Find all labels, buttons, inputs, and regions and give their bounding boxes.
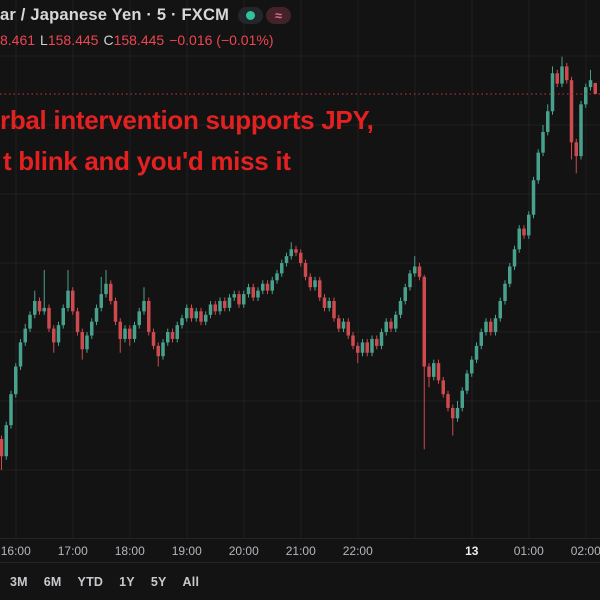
change-value: −0.016 (−0.01%) — [169, 32, 274, 48]
market-open-dot-icon[interactable] — [238, 7, 264, 24]
approx-values-icon[interactable]: ≈ — [266, 7, 292, 24]
symbol-title[interactable]: ar / Japanese Yen · 5 · FXCM — [0, 6, 230, 24]
horizontal-gridlines — [0, 55, 600, 471]
close-value: 158.445 — [113, 32, 165, 48]
range-button-ytd[interactable]: YTD — [70, 571, 112, 593]
time-tick-19-00: 19:00 — [171, 544, 202, 558]
time-tick-13: 13 — [465, 544, 479, 558]
low-group: L158.445 — [40, 32, 98, 48]
high-value-partial: 8.461 — [0, 32, 36, 48]
ohlc-readout: 8.461 L158.445 C158.445 −0.016 (−0.01%) — [0, 32, 273, 48]
symbol-status-pills: ≈ — [238, 7, 292, 24]
time-tick-22-00: 22:00 — [342, 544, 373, 558]
symbol-header: ar / Japanese Yen · 5 · FXCM ≈ — [0, 6, 292, 25]
time-tick-18-00: 18:00 — [114, 544, 145, 558]
vertical-gridlines — [15, 0, 587, 538]
low-value: 158.445 — [47, 32, 99, 48]
close-group: C158.445 — [103, 32, 164, 48]
time-tick-20-00: 20:00 — [228, 544, 259, 558]
close-label: C — [103, 32, 114, 48]
time-tick-21-00: 21:00 — [285, 544, 316, 558]
range-button-all[interactable]: All — [175, 571, 208, 593]
time-tick-16-00: 16:00 — [0, 544, 31, 558]
annotation-line-2: t blink and you'd miss it — [3, 146, 291, 176]
annotation-line-1: rbal intervention supports JPY, — [0, 105, 374, 135]
time-tick-01-00: 01:00 — [513, 544, 544, 558]
range-button-5y[interactable]: 5Y — [143, 571, 175, 593]
range-toolbar: 3M 6M YTD 1Y 5Y All — [0, 562, 600, 600]
time-tick-17-00: 17:00 — [57, 544, 88, 558]
range-button-6m[interactable]: 6M — [36, 571, 70, 593]
time-tick-02-00: 02:00 — [570, 544, 600, 558]
candlestick-series — [0, 56, 597, 471]
low-label: L — [40, 32, 48, 48]
range-button-1y[interactable]: 1Y — [111, 571, 143, 593]
time-axis[interactable]: 16:00 17:00 18:00 19:00 20:00 21:00 22:00 13 01:… — [0, 538, 600, 563]
range-button-3m[interactable]: 3M — [2, 571, 36, 593]
